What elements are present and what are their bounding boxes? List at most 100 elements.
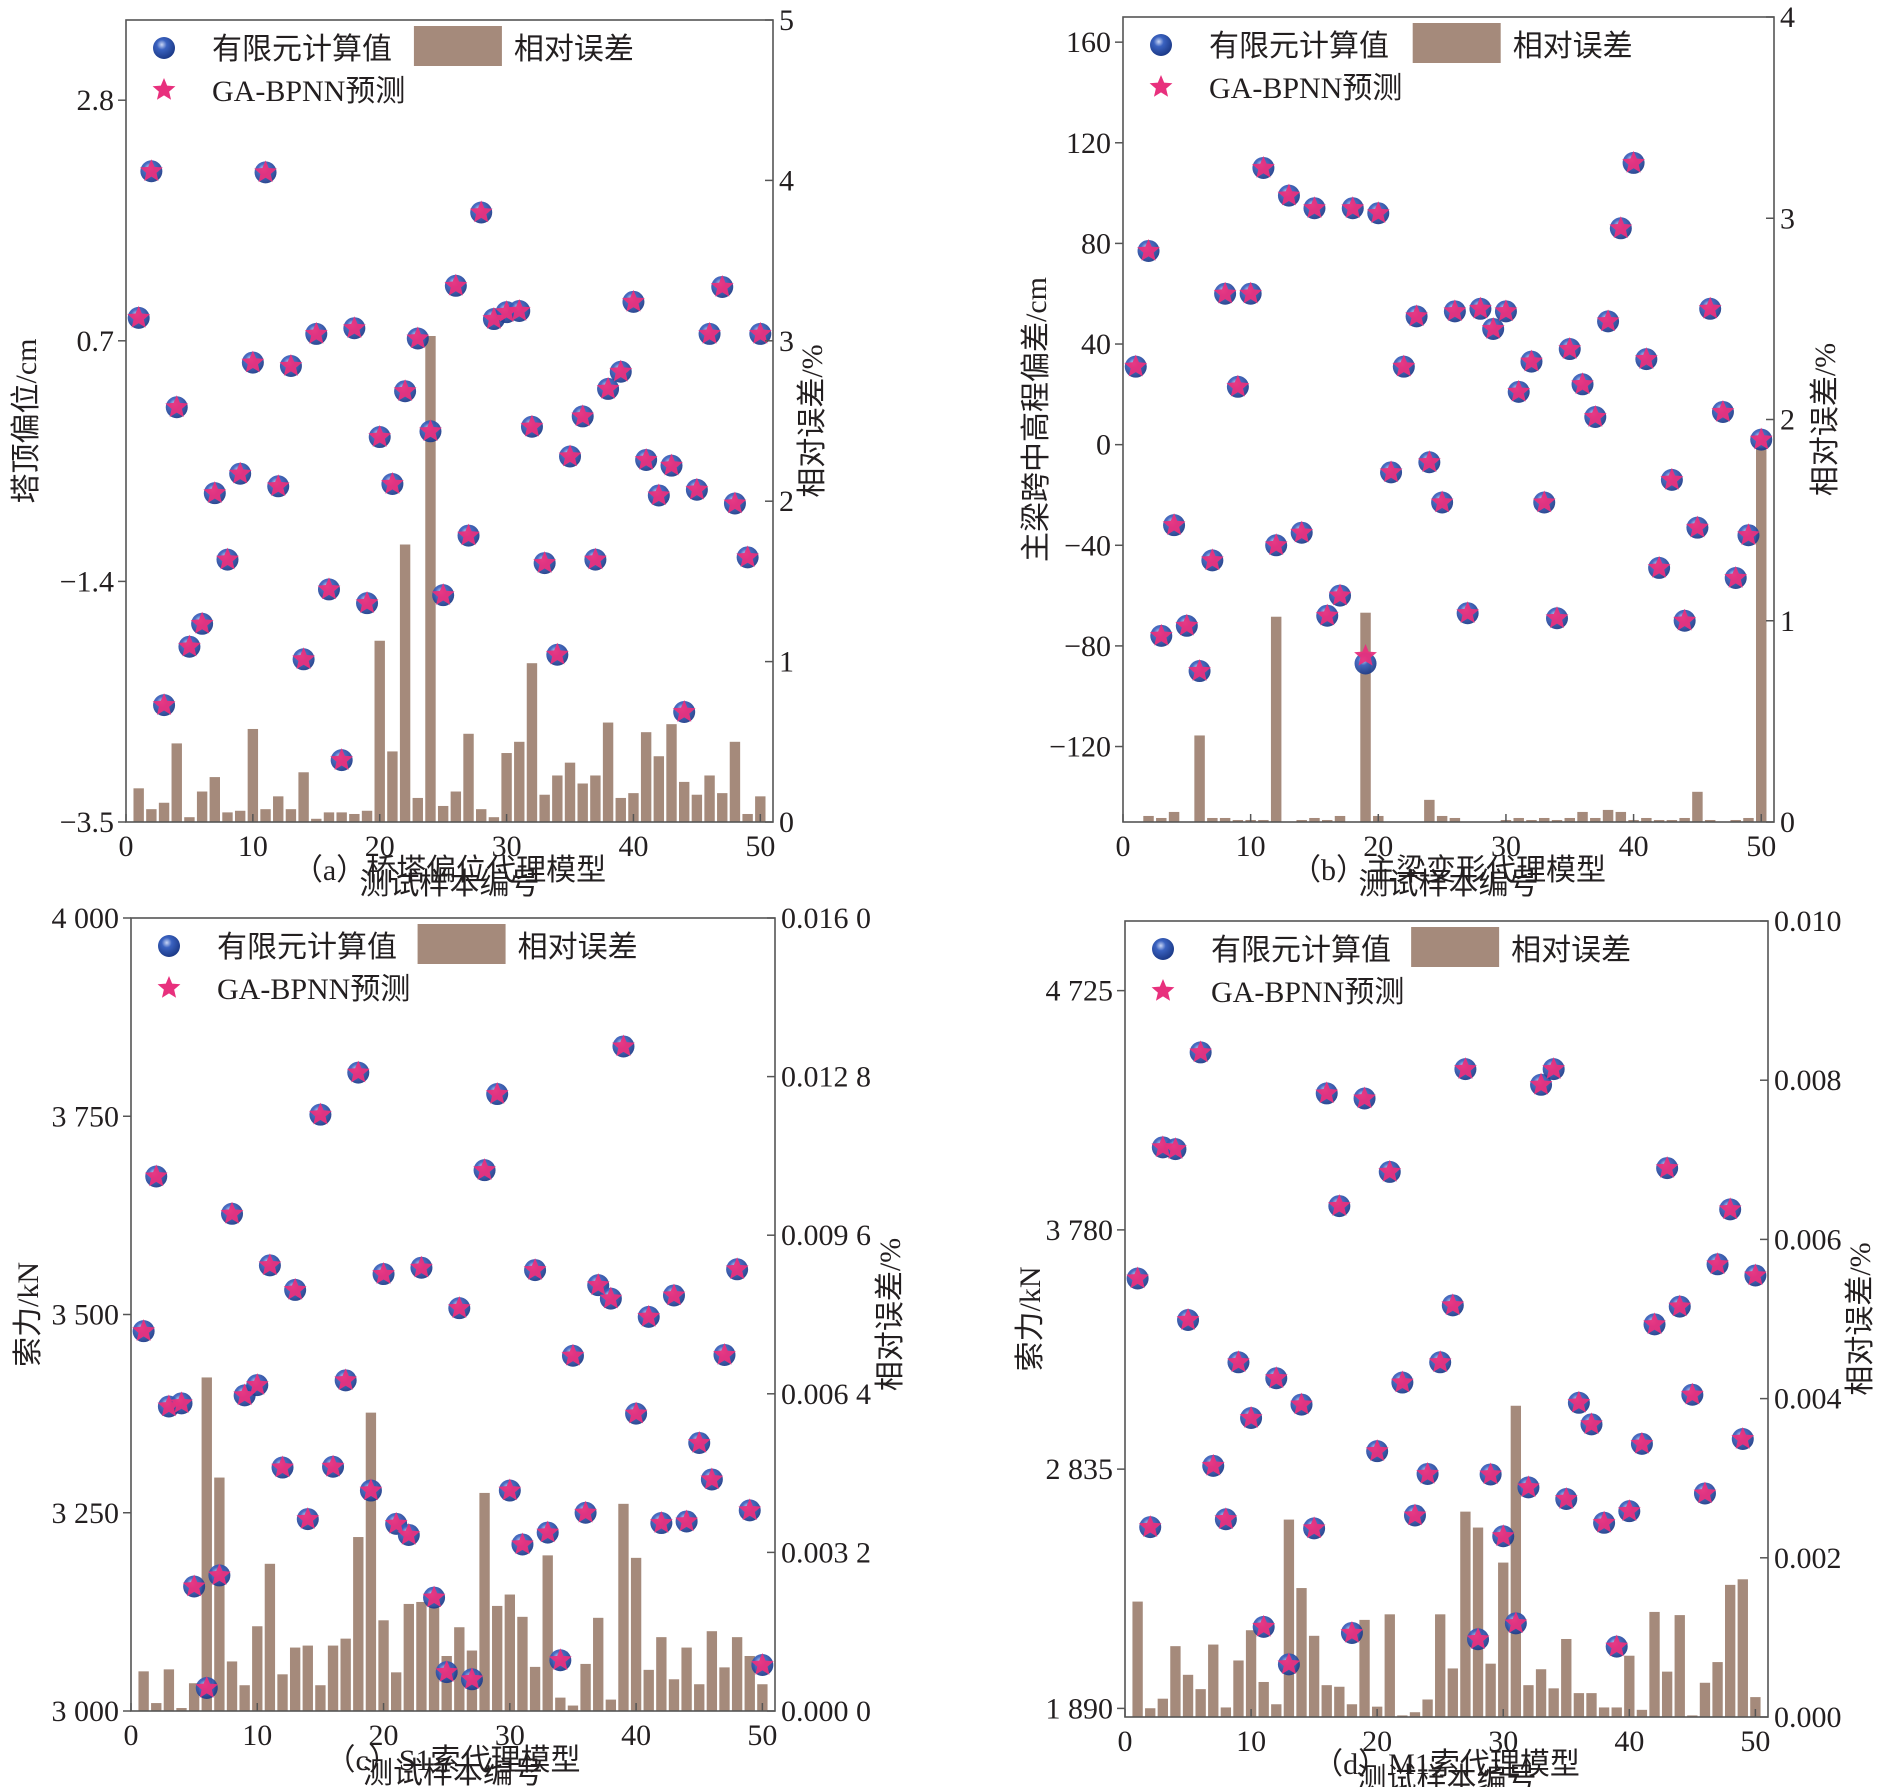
bar bbox=[517, 1616, 528, 1711]
bar bbox=[1460, 1511, 1471, 1717]
bar bbox=[391, 1672, 402, 1711]
bar bbox=[1233, 1660, 1244, 1717]
prediction-point bbox=[1365, 1439, 1389, 1461]
prediction-point bbox=[1290, 520, 1314, 543]
bar bbox=[463, 733, 474, 822]
prediction-point bbox=[1226, 374, 1250, 397]
scatter-series-prediction bbox=[1126, 1040, 1767, 1675]
prediction-point bbox=[460, 1667, 484, 1689]
y-tick-label: 1 890 bbox=[1046, 1692, 1114, 1725]
prediction-point bbox=[266, 474, 290, 497]
legend-fem-label: 有限元计算值 bbox=[1211, 934, 1391, 967]
bar bbox=[1283, 1519, 1295, 1717]
prediction-point bbox=[1137, 238, 1160, 261]
scatter-series-prediction bbox=[127, 159, 772, 770]
prediction-point bbox=[649, 1511, 673, 1533]
bar bbox=[1539, 817, 1550, 822]
prediction-point bbox=[279, 354, 303, 376]
y-axis-label: 塔顶偏位/cm bbox=[10, 339, 43, 504]
bar bbox=[590, 775, 601, 822]
bar bbox=[704, 775, 715, 822]
bar bbox=[678, 781, 690, 822]
y2-tick-label: 0.012 8 bbox=[781, 1061, 871, 1094]
bar bbox=[1258, 819, 1269, 822]
y2-tick-label: 0.008 bbox=[1774, 1064, 1842, 1097]
y-tick-label: 4 000 bbox=[52, 902, 120, 935]
y-tick-label: 40 bbox=[1081, 328, 1111, 361]
bar bbox=[1679, 817, 1690, 822]
prediction-point bbox=[1315, 1081, 1339, 1104]
bar bbox=[298, 772, 309, 822]
bar bbox=[361, 810, 373, 822]
x-tick-label: 40 bbox=[1614, 1725, 1644, 1758]
y-tick-label: 120 bbox=[1066, 127, 1111, 160]
prediction-point bbox=[384, 1511, 408, 1534]
prediction-point bbox=[359, 1478, 383, 1501]
bar bbox=[666, 724, 677, 822]
x-tick-label: 20 bbox=[369, 1719, 399, 1752]
prediction-point bbox=[612, 1034, 635, 1057]
bar bbox=[1271, 1704, 1282, 1717]
prediction-point bbox=[220, 1201, 244, 1224]
bar bbox=[201, 1377, 212, 1711]
bar bbox=[239, 1685, 250, 1711]
chart-panel-a: 0 10 20 30 40 50 −3.5 −1.4 0.7 2.8 0 1 2 3 4 5 测试样本编号 塔顶偏… bbox=[10, 4, 829, 901]
bar bbox=[1498, 1562, 1509, 1717]
y-axis-label: 索力/kN bbox=[12, 1262, 45, 1367]
prediction-point bbox=[178, 634, 201, 657]
bar bbox=[1624, 1655, 1635, 1717]
bar bbox=[501, 753, 512, 822]
prediction-point bbox=[127, 305, 151, 328]
y2-tick-label: 1 bbox=[1780, 605, 1795, 638]
prediction-point bbox=[548, 1648, 572, 1670]
prediction-point bbox=[1315, 603, 1339, 626]
prediction-point bbox=[725, 1257, 749, 1280]
x-tick-label: 50 bbox=[747, 1719, 777, 1752]
prediction-point bbox=[687, 1430, 711, 1453]
prediction-point bbox=[1239, 1405, 1263, 1428]
prediction-point bbox=[1264, 533, 1288, 555]
prediction-point bbox=[1517, 1475, 1540, 1498]
bar bbox=[1641, 817, 1652, 822]
bar-series-relative-error bbox=[1132, 1405, 1761, 1717]
prediction-point bbox=[1571, 372, 1594, 394]
bar bbox=[1384, 1614, 1395, 1717]
prediction-point bbox=[1151, 1135, 1175, 1158]
bar bbox=[311, 818, 322, 822]
prediction-point bbox=[254, 160, 277, 183]
bar bbox=[1615, 811, 1627, 822]
bar bbox=[1535, 1669, 1547, 1717]
x-tick-label: 30 bbox=[1491, 830, 1521, 863]
prediction-point bbox=[473, 1158, 496, 1180]
legend-error-swatch bbox=[413, 26, 502, 66]
y-tick-label: 2.8 bbox=[77, 84, 115, 117]
bar bbox=[1743, 817, 1754, 822]
bar bbox=[602, 722, 614, 822]
prediction-point bbox=[1647, 555, 1671, 578]
bar bbox=[1712, 1662, 1723, 1717]
y2-tick-label: 0.003 2 bbox=[781, 1536, 871, 1569]
legend-error-label: 相对误差 bbox=[1511, 934, 1631, 967]
legend-prediction-label: GA-BPNN预测 bbox=[1209, 72, 1402, 105]
prediction-point bbox=[342, 316, 366, 338]
y2-tick-label: 0.009 6 bbox=[781, 1219, 871, 1252]
bar bbox=[353, 1537, 364, 1711]
y2-axis-label: 相对误差/% bbox=[1844, 1242, 1877, 1395]
prediction-point bbox=[634, 447, 658, 470]
scatter-series-prediction bbox=[1124, 150, 1773, 681]
x-tick-label: 50 bbox=[1746, 830, 1776, 863]
y2-tick-label: 3 bbox=[1780, 202, 1795, 235]
bar bbox=[1472, 1527, 1484, 1717]
prediction-point bbox=[292, 647, 316, 670]
y-tick-label: 3 500 bbox=[52, 1299, 120, 1332]
x-tick-label: 30 bbox=[492, 830, 522, 863]
legend: 有限元计算值 GA-BPNN预测 相对误差 bbox=[1151, 927, 1631, 1009]
prediction-point bbox=[144, 1164, 168, 1187]
x-tick-label: 0 bbox=[1118, 1725, 1133, 1758]
prediction-point bbox=[304, 321, 328, 344]
prediction-point bbox=[1327, 1194, 1351, 1216]
bar bbox=[454, 1627, 465, 1711]
prediction-point bbox=[1138, 1515, 1162, 1537]
bar bbox=[628, 793, 639, 822]
prediction-point bbox=[1504, 1611, 1528, 1634]
